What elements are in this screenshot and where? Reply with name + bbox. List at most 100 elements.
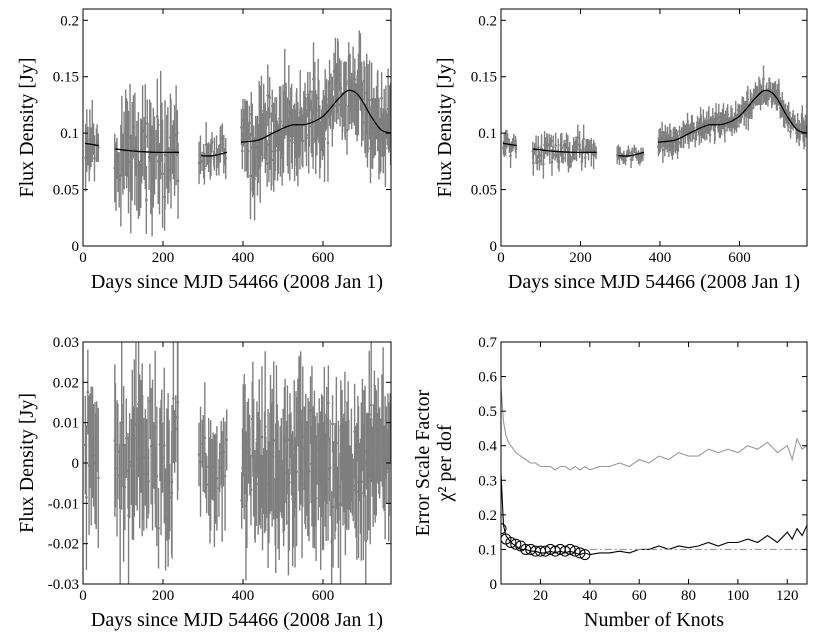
data-point xyxy=(118,506,122,509)
data-point xyxy=(209,156,213,159)
y-tick-label: 0 xyxy=(72,456,80,472)
y-axis-label: Flux Density [Jy] xyxy=(434,58,456,198)
y-axis-label-line-2: χ² per dof xyxy=(434,424,456,502)
data-point xyxy=(305,136,308,140)
data-point xyxy=(512,139,516,143)
y-tick-label: 0.1 xyxy=(478,126,497,142)
x-tick-label: 0 xyxy=(79,250,87,266)
data-point xyxy=(364,539,368,542)
data-point xyxy=(379,138,383,141)
data-point xyxy=(176,179,180,183)
data-point xyxy=(145,122,149,125)
data-series-segment xyxy=(615,144,645,168)
data-point xyxy=(253,177,256,181)
data-point xyxy=(369,403,373,407)
data-point xyxy=(217,158,221,162)
data-point xyxy=(116,450,120,453)
data-point xyxy=(132,125,135,129)
data-point xyxy=(145,472,148,475)
data-point xyxy=(170,480,174,484)
data-point xyxy=(176,400,180,404)
data-point xyxy=(331,111,335,114)
data-point xyxy=(92,454,95,457)
fit-curve-segment-4 xyxy=(240,89,391,143)
data-point xyxy=(629,158,633,161)
data-point xyxy=(664,131,667,135)
plot-frame xyxy=(500,8,808,247)
data-point xyxy=(222,450,225,454)
y-tick-label: 0.1 xyxy=(60,126,79,142)
data-point xyxy=(249,174,252,178)
x-tick-label: 40 xyxy=(582,588,597,604)
data-point xyxy=(290,137,294,141)
data-point xyxy=(576,136,580,139)
data-series-segment xyxy=(113,342,180,584)
data-point xyxy=(368,98,371,102)
data-point xyxy=(145,198,148,202)
data-point xyxy=(779,107,783,111)
data-point xyxy=(283,439,287,443)
data-point xyxy=(584,156,587,159)
x-tick-label: 100 xyxy=(727,588,750,604)
chart-panel-4: 20 40 60 80 100 120 0 0.1 0.2 0.3 0.4 0.5 0.6 0.7 Numb… xyxy=(412,335,808,631)
plot-area xyxy=(84,30,391,237)
data-point xyxy=(333,104,337,108)
data-point xyxy=(124,436,128,440)
data-point xyxy=(560,146,564,150)
data-point xyxy=(173,149,176,152)
data-point xyxy=(660,131,664,134)
data-point xyxy=(172,397,175,400)
data-point xyxy=(692,126,696,130)
data-series-segment xyxy=(197,122,228,185)
fit-curve-segment-1 xyxy=(502,142,518,147)
x-tick-label: 60 xyxy=(632,588,647,604)
data-point xyxy=(557,160,561,163)
data-point xyxy=(120,421,124,425)
chart-panel-3: 0 200 400 600 -0.03 -0.02 -0.01 0 0.01 0.02 0.03 Da… xyxy=(16,335,392,631)
data-point xyxy=(254,482,258,486)
data-point xyxy=(301,139,305,143)
data-point xyxy=(139,435,143,438)
y-tick-label: 0.4 xyxy=(478,439,497,455)
data-point xyxy=(221,136,224,139)
data-point xyxy=(337,485,341,488)
data-point xyxy=(323,137,326,141)
data-point xyxy=(142,472,146,476)
data-point xyxy=(542,162,545,166)
data-point xyxy=(750,106,754,110)
data-point xyxy=(265,482,268,486)
x-tick-label: 0 xyxy=(79,588,87,604)
data-point xyxy=(315,137,319,140)
knot-marker xyxy=(510,538,522,550)
data-series-segment xyxy=(657,65,807,163)
fit-curve-segment-3 xyxy=(618,151,645,157)
data-point xyxy=(315,109,318,112)
data-point xyxy=(746,97,750,101)
y-tick-label: 0.05 xyxy=(53,183,79,199)
y-tick-label: 0.6 xyxy=(478,370,497,386)
data-series-segment xyxy=(113,70,180,237)
data-point xyxy=(624,159,627,162)
knot-marker xyxy=(579,549,591,561)
data-point xyxy=(627,151,631,155)
data-point xyxy=(327,401,330,405)
y-tick-label: -0.03 xyxy=(48,577,79,593)
data-point xyxy=(360,480,363,483)
data-series-segment xyxy=(240,30,391,221)
plot-frame xyxy=(500,341,808,585)
data-point xyxy=(199,460,202,464)
data-point xyxy=(633,147,636,151)
data-point xyxy=(176,131,179,135)
data-point xyxy=(339,503,342,506)
data-series-segment xyxy=(240,342,391,584)
y-axis-label: Flux Density [Jy] xyxy=(16,58,38,198)
data-point xyxy=(97,146,100,149)
data-point xyxy=(361,121,365,124)
plot-frame xyxy=(82,8,392,247)
data-point xyxy=(344,82,348,85)
data-point xyxy=(793,119,797,123)
x-tick-label: 20 xyxy=(533,588,548,604)
y-tick-label: 0.7 xyxy=(478,335,497,351)
data-point xyxy=(288,138,292,142)
data-point xyxy=(215,477,219,480)
